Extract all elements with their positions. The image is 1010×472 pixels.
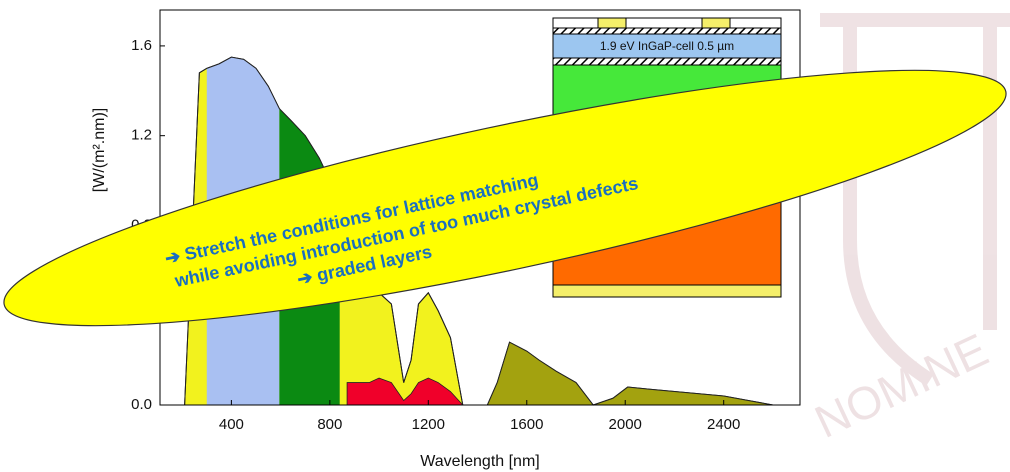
page: NOMINE 1.9 eV InGaP-cell 0.5 µm 400 800 12… [0, 0, 1010, 472]
x-tick-label: 800 [317, 416, 342, 433]
x-tick-label: 2000 [609, 416, 642, 433]
tunnel-junction [553, 58, 781, 65]
x-tick-label: 1200 [412, 416, 445, 433]
callout: ➔ Stretch the conditions for lattice mat… [0, 21, 1010, 375]
window-layer [553, 28, 781, 34]
y-axis-label: [W/(m².nm)] [91, 108, 108, 192]
callout-ellipse [0, 21, 1010, 375]
x-axis-label: Wavelength [nm] [420, 453, 539, 470]
slide: NOMINE 1.9 eV InGaP-cell 0.5 µm 400 800 12… [0, 0, 1010, 472]
svg-text:NOMINE: NOMINE [807, 323, 996, 448]
contact [598, 18, 626, 28]
y-tick-label: 0.0 [131, 396, 152, 413]
layer-label: 1.9 eV InGaP-cell 0.5 µm [600, 39, 734, 53]
back-contact [553, 285, 781, 297]
y-tick-label: 1.6 [131, 37, 152, 54]
x-tick-label: 2400 [707, 416, 740, 433]
x-tick-label: 400 [219, 416, 244, 433]
x-tick-label: 1600 [510, 416, 543, 433]
contact [702, 18, 730, 28]
y-tick-label: 1.2 [131, 127, 152, 144]
